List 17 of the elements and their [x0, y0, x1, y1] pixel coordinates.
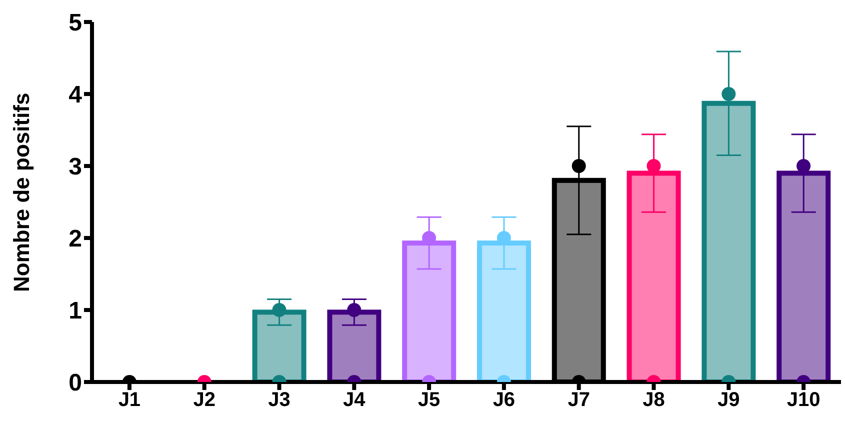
x-tick-label: J1	[118, 389, 141, 412]
y-tick-label: 5	[68, 10, 82, 37]
y-axis-title: Nombre de positifs	[8, 92, 34, 292]
y-tick-label: 0	[68, 370, 82, 397]
x-tick-label: J5	[418, 389, 440, 412]
x-tick-label: J6	[492, 389, 516, 412]
x-tick-label: J7	[568, 389, 590, 412]
y-tick-label: 3	[68, 154, 82, 181]
x-tick-label: J9	[718, 389, 740, 412]
y-tick-label: 4	[68, 82, 83, 109]
x-tick-label: J3	[268, 389, 290, 412]
x-tick-label: J4	[343, 389, 366, 412]
y-tick-label: 2	[68, 226, 82, 253]
x-tick-label: J10	[786, 389, 820, 412]
y-tick-label: 1	[68, 298, 82, 325]
x-tick-label: J2	[193, 389, 216, 412]
x-tick-label: J8	[642, 389, 665, 412]
